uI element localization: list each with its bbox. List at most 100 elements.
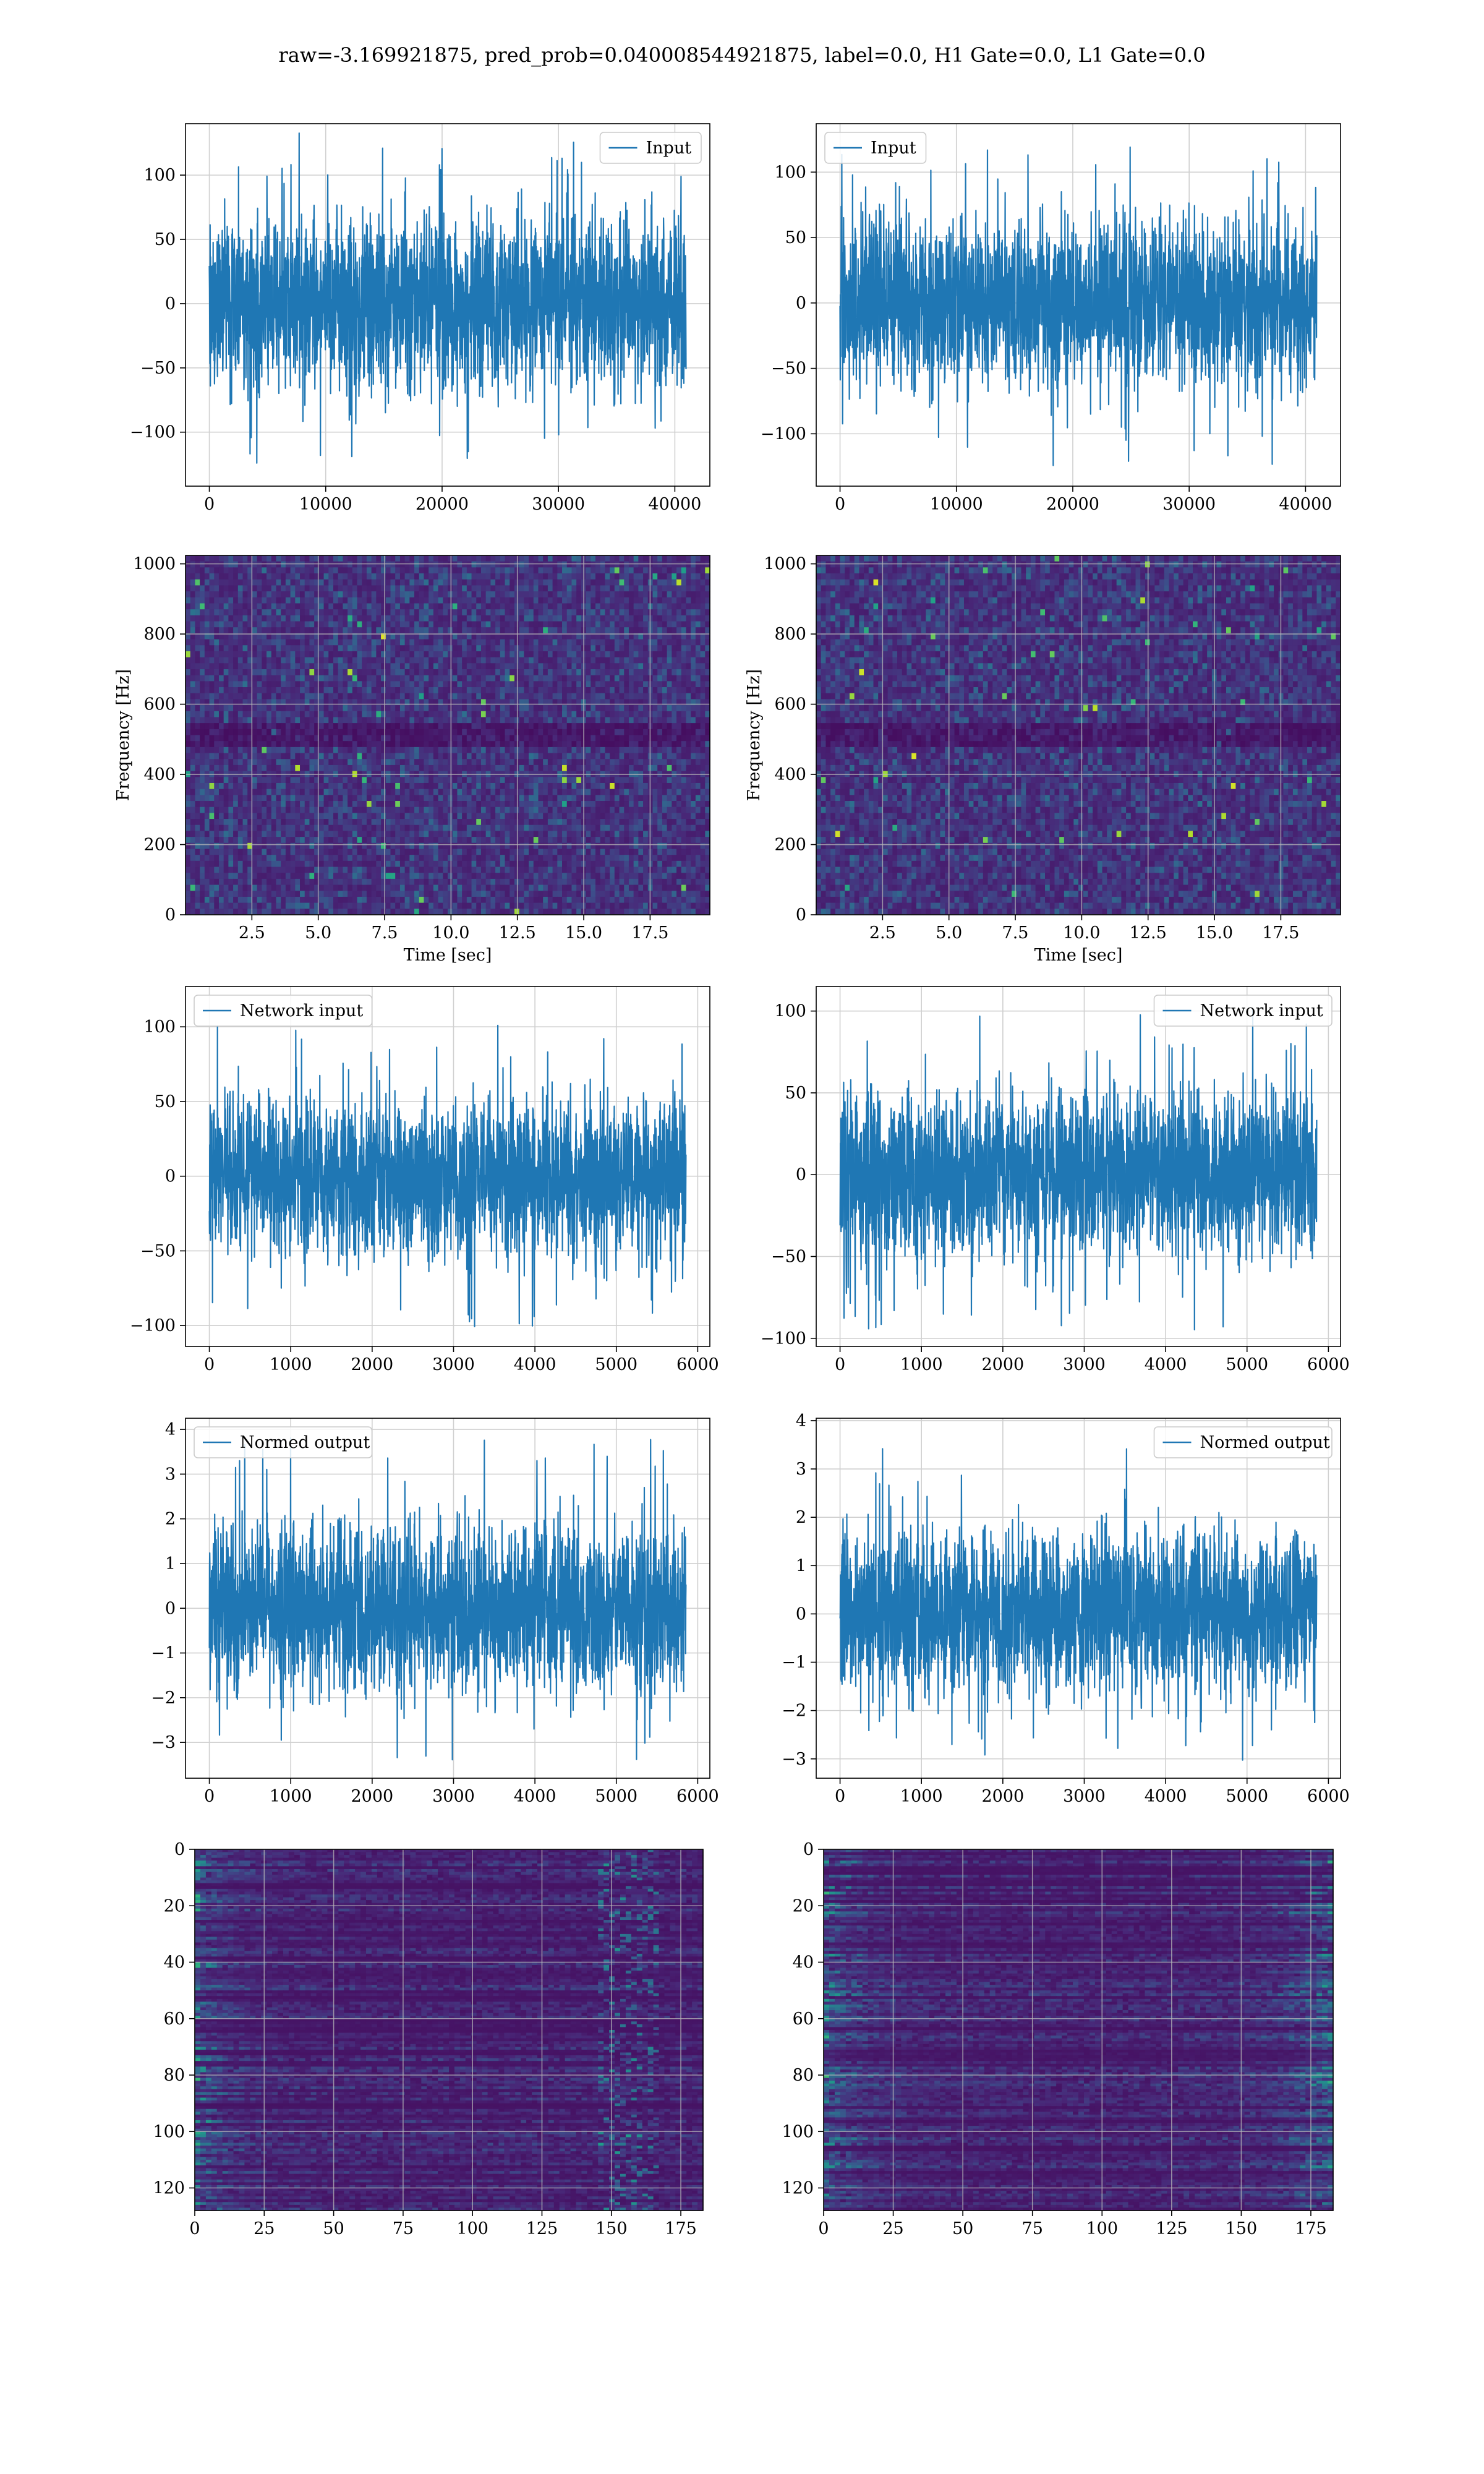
h1-spectrogram-heatmap-cell [333,627,339,634]
h1-spectrogram-heatmap-cell [338,645,343,652]
h1-spectrogram-heatmap-cell [323,555,329,562]
h1-spectrogram-heatmap-cell [295,764,301,772]
h1-spectrogram-heatmap-cell [443,663,448,670]
h1-spectrogram-heatmap-cell [471,705,477,712]
h1-spectrogram-heatmap-cell [480,687,487,694]
h1-spectrogram-heatmap-cell [214,561,220,568]
h1-spectrogram-heatmap-cell [262,801,267,808]
h1-spectrogram-heatmap-cell [247,669,253,676]
h1-spectrogram-heatmap-cell [495,561,501,568]
h1-spectrogram-heatmap-cell [190,753,196,760]
h1-spectrogram-heatmap-cell [691,609,696,616]
h1-spectrogram-heatmap-cell [452,675,458,682]
h1-spectrogram-heatmap-cell [348,807,353,813]
h1-spectrogram-heatmap-cell [657,681,663,688]
h1-spectrogram-heatmap-cell [357,819,362,826]
h1-spectrogram-heatmap-cell [495,579,501,586]
h1-spectrogram-heatmap-cell [362,609,367,616]
h1-spectrogram-heatmap-cell [638,645,644,652]
h1-spectrogram-heatmap-cell [304,723,310,730]
h1-spectrogram-heatmap-cell [214,741,220,748]
h1-spectrogram-heatmap-cell [519,621,524,628]
h1-spectrogram-heatmap-cell [233,735,239,742]
h1-spectrogram-heatmap-cell [476,759,482,766]
h1-spectrogram-heatmap-cell [619,753,625,760]
h1-spectrogram-heatmap-cell [300,567,305,574]
h1-spectrogram-heatmap-cell [686,573,691,580]
h1-spectrogram-heatmap-cell [323,603,329,610]
h1-spectrogram-heatmap-cell [547,795,553,802]
h1-spectrogram-heatmap-cell [614,579,620,586]
h1-spectrogram-heatmap-cell [448,681,453,688]
h1-spectrogram-heatmap-cell [490,801,496,808]
h1-spectrogram-heatmap-cell [242,693,248,700]
h1-spectrogram-heatmap-cell [323,639,329,646]
h1-spectrogram-heatmap-cell [672,639,677,646]
h1-spectrogram-heatmap-cell [571,681,577,688]
h1-spectrogram-heatmap-cell [381,819,386,826]
h1-spectrogram-heatmap-cell [538,585,544,592]
h1-spectrogram-heatmap-cell [300,651,305,658]
h1-spectrogram-heatmap-cell [676,645,682,652]
h1-spectrogram-heatmap-cell [343,627,348,634]
h1-spectrogram-heatmap-cell [557,717,563,724]
h1-spectrogram-heatmap-cell [381,747,386,754]
h1-spectrogram-heatmap-cell [529,801,534,808]
h1-spectrogram-heatmap-cell [485,699,491,706]
h1-spectrogram-heatmap-cell [576,723,582,730]
h1-spectrogram-heatmap-cell [333,555,339,562]
h1-spectrogram-heatmap-cell [452,699,458,706]
h1-spectrogram-heatmap-cell [476,657,482,664]
h1-spectrogram-heatmap-cell [242,777,248,784]
h1-spectrogram-heatmap-cell [600,759,605,766]
h1-spectrogram-heatmap-cell [362,585,367,592]
h1-spectrogram-heatmap-cell [209,591,215,598]
h1-spectrogram-heatmap-cell [267,675,272,682]
h1-spectrogram-heatmap-cell [566,753,573,760]
h1-spectrogram-heatmap-cell [376,777,382,784]
h1-spectrogram-heatmap-cell [399,747,406,754]
h1-spectrogram-heatmap-cell [591,615,596,622]
h1-spectrogram-heatmap-cell [448,741,453,748]
h1-spectrogram-heatmap-cell [662,723,668,730]
h1-spectrogram-heatmap-cell [228,663,234,670]
h1-spectrogram-heatmap-cell [228,579,234,586]
h1-spectrogram-heatmap-cell [186,807,191,813]
h1-spectrogram-heatmap-cell [429,807,434,813]
h1-spectrogram-heatmap-cell [524,711,529,718]
h1-spectrogram-heatmap-cell [662,735,668,742]
h1-spectrogram-heatmap-cell [285,693,291,700]
h1-spectrogram-heatmap-cell [357,651,362,658]
h1-spectrogram-heatmap-cell [519,591,524,598]
h1-spectrogram-heatmap-cell [424,621,429,628]
h1-spectrogram-heatmap-cell [485,723,491,730]
h1-spectrogram-heatmap-cell [543,747,548,754]
h1-spectrogram-heatmap-cell [505,717,510,724]
h1-spectrogram-heatmap-cell [438,693,443,700]
h1-spectrogram-heatmap-cell [533,603,539,610]
h1-spectrogram-heatmap-cell [695,615,701,622]
h1-spectrogram-heatmap-cell [252,693,258,700]
h1-spectrogram-heatmap-cell [195,795,200,802]
h1-spectrogram-heatmap-cell [466,729,472,736]
h1-spectrogram-heatmap-cell [524,609,529,616]
h1-spectrogram-heatmap-cell [433,579,439,586]
h1-spectrogram-heatmap-cell [304,687,310,694]
h1-spectrogram-heatmap-cell [452,729,458,736]
h1-spectrogram-heatmap-cell [395,621,401,628]
h1-spectrogram-heatmap-cell [614,555,620,562]
h1-spectrogram-heatmap-cell [195,609,200,616]
h1-spectrogram-heatmap-cell [314,705,320,712]
h1-spectrogram-heatmap-cell [419,693,425,700]
h1-spectrogram-heatmap-cell [333,597,339,604]
h1-spectrogram-heatmap-cell [672,597,677,604]
h1-spectrogram-heatmap-cell [218,801,224,808]
h1-spectrogram-heatmap-cell [357,573,362,580]
h1-spectrogram-heatmap-cell [605,705,610,712]
h1-spectrogram-heatmap-cell [557,633,563,640]
h1-spectrogram-heatmap-cell [500,699,506,706]
h1-spectrogram-heatmap-cell [429,657,434,664]
h1-spectrogram-heatmap-cell [404,795,410,802]
h1-spectrogram-heatmap-cell [352,651,358,658]
h1-spectrogram-heatmap-cell [686,729,691,736]
